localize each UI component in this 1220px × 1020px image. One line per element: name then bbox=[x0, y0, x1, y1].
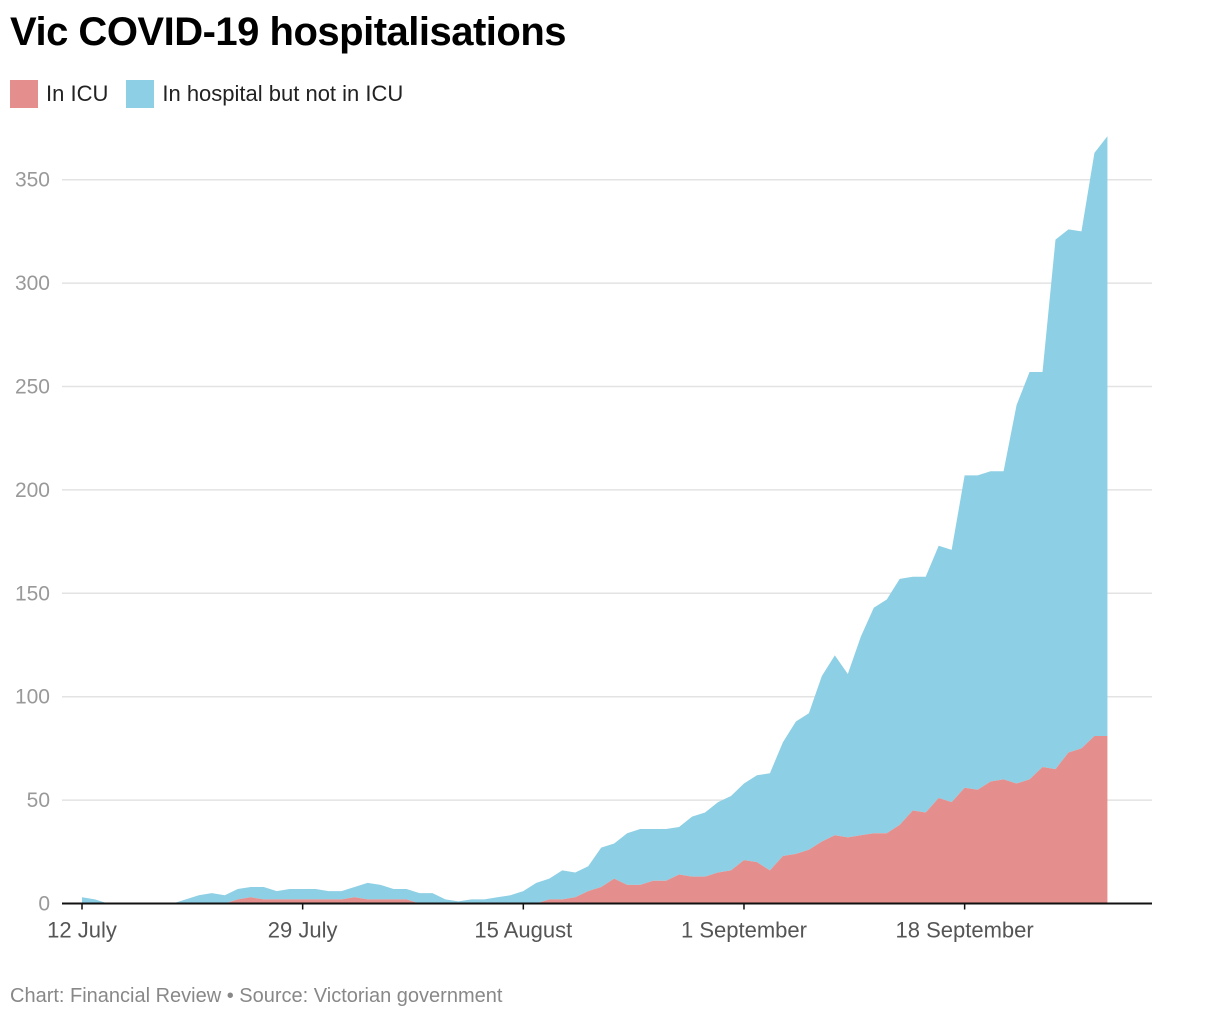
legend-label-hospital: In hospital but not in ICU bbox=[162, 81, 404, 106]
chart-footer: Chart: Financial Review • Source: Victor… bbox=[10, 985, 503, 1007]
legend-swatch-icu bbox=[10, 80, 38, 108]
y-tick-label-150: 150 bbox=[15, 582, 50, 605]
x-tick-label-1: 29 July bbox=[268, 918, 338, 943]
y-tick-label-350: 350 bbox=[15, 169, 50, 192]
area-series-icu bbox=[82, 735, 1108, 904]
x-tick-label-0: 12 July bbox=[47, 918, 117, 943]
y-tick-label-100: 100 bbox=[15, 686, 50, 709]
x-tick-label-3: 1 September bbox=[681, 918, 807, 943]
y-tick-label-300: 300 bbox=[15, 272, 50, 295]
y-tick-label-200: 200 bbox=[15, 479, 50, 502]
legend-swatch-hospital bbox=[126, 80, 155, 108]
y-tick-label-0: 0 bbox=[38, 893, 50, 916]
chart-title: Vic COVID-19 hospitalisations bbox=[10, 10, 567, 54]
y-tick-label-250: 250 bbox=[15, 376, 50, 399]
legend-item-icu: In ICU bbox=[10, 80, 108, 108]
y-tick-label-50: 50 bbox=[27, 789, 50, 812]
x-tick-label-4: 18 September bbox=[896, 918, 1034, 943]
legend: In ICU In hospital but not in ICU bbox=[10, 80, 421, 108]
area-series-hospital-not-icu bbox=[82, 136, 1108, 904]
x-tick-label-2: 15 August bbox=[474, 918, 572, 943]
legend-label-icu: In ICU bbox=[46, 81, 109, 106]
legend-item-hospital: In hospital but not in ICU bbox=[126, 80, 403, 108]
